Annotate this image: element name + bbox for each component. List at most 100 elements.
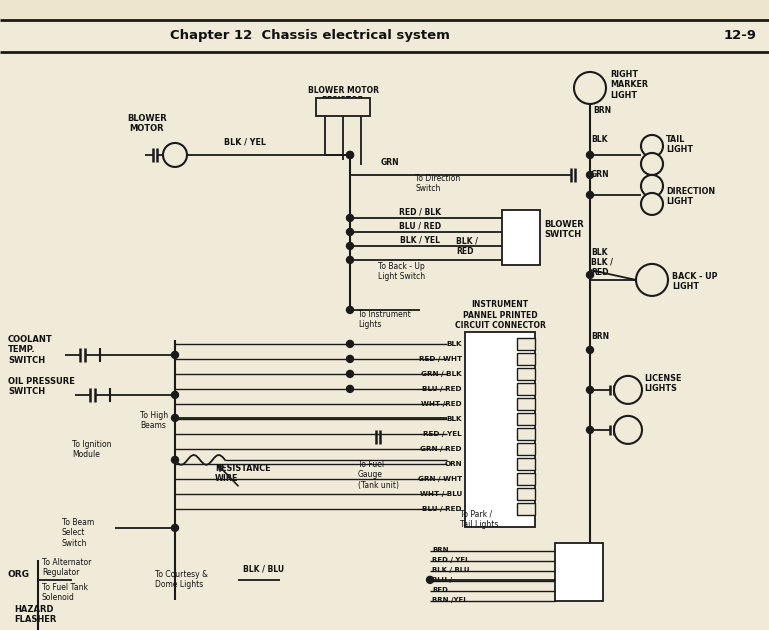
Text: BLOWER
MOTOR: BLOWER MOTOR: [127, 113, 167, 133]
Circle shape: [587, 346, 594, 353]
Bar: [517, 473, 535, 485]
Text: To Fuel
Gauge
(Tank unit): To Fuel Gauge (Tank unit): [358, 460, 399, 490]
Circle shape: [171, 391, 178, 398]
Text: GRN: GRN: [591, 170, 610, 179]
Text: BLOWER
SWITCH: BLOWER SWITCH: [544, 220, 584, 239]
Circle shape: [347, 306, 354, 314]
Text: INSTRUMENT
PANNEL PRINTED
CIRCUIT CONNECTOR: INSTRUMENT PANNEL PRINTED CIRCUIT CONNEC…: [454, 300, 545, 330]
Text: BLOWER MOTOR
RESISTOR: BLOWER MOTOR RESISTOR: [308, 86, 378, 105]
Bar: [517, 338, 535, 350]
Circle shape: [636, 264, 668, 296]
Text: GRN / RED: GRN / RED: [421, 446, 462, 452]
Bar: [502, 210, 540, 265]
Circle shape: [614, 416, 642, 444]
Text: To Alternator
Regulator: To Alternator Regulator: [42, 558, 92, 577]
Text: BRN /YEL: BRN /YEL: [432, 597, 468, 603]
Text: To Beam
Select
Switch: To Beam Select Switch: [62, 518, 95, 547]
Text: LICENSE
LIGHTS: LICENSE LIGHTS: [644, 374, 681, 393]
Circle shape: [171, 415, 178, 421]
Text: BRN: BRN: [591, 332, 609, 341]
Text: M: M: [338, 103, 348, 112]
Text: GRN / BLK: GRN / BLK: [421, 371, 462, 377]
Circle shape: [641, 175, 663, 197]
Text: BLK /
RED: BLK / RED: [456, 236, 478, 256]
Text: BLK: BLK: [447, 416, 462, 422]
Bar: [517, 413, 535, 425]
Circle shape: [587, 272, 594, 278]
Text: BLK / BLU: BLK / BLU: [243, 565, 284, 574]
Circle shape: [347, 370, 354, 377]
Text: BRN: BRN: [593, 106, 611, 115]
Text: BLU / RED: BLU / RED: [422, 386, 462, 392]
Text: To Direction
Switch: To Direction Switch: [415, 174, 461, 193]
Text: To Park /
Tail Lights: To Park / Tail Lights: [460, 510, 498, 529]
Circle shape: [641, 193, 663, 215]
Text: DIRECTION
LIGHT: DIRECTION LIGHT: [666, 187, 715, 207]
Text: RED / BLK: RED / BLK: [399, 208, 441, 217]
Circle shape: [163, 143, 187, 167]
Text: BLU / RED: BLU / RED: [422, 506, 462, 512]
Text: 3: 3: [648, 273, 656, 287]
Circle shape: [587, 386, 594, 393]
Text: BLK / YEL: BLK / YEL: [224, 138, 266, 147]
Bar: [0, 0, 769, 20]
Circle shape: [347, 151, 354, 159]
Text: RED / WHT: RED / WHT: [419, 356, 462, 362]
Text: HAZARD
FLASHER: HAZARD FLASHER: [14, 605, 56, 624]
Circle shape: [641, 153, 663, 175]
Bar: [517, 398, 535, 410]
Text: GRN: GRN: [381, 158, 399, 167]
Bar: [555, 543, 603, 601]
Text: H: H: [321, 103, 329, 112]
Text: M: M: [170, 150, 180, 160]
Text: BACK - UP
LIGHT: BACK - UP LIGHT: [672, 272, 717, 291]
Circle shape: [587, 151, 594, 159]
Text: LIGHT
SWITCH: LIGHT SWITCH: [559, 556, 599, 576]
Circle shape: [347, 340, 354, 347]
Circle shape: [587, 171, 594, 178]
Text: ORN: ORN: [444, 461, 462, 467]
Text: RESISTANCE
WIRE: RESISTANCE WIRE: [215, 464, 271, 483]
Bar: [517, 353, 535, 365]
Text: RED / YEL: RED / YEL: [424, 431, 462, 437]
Text: BRN: BRN: [432, 547, 448, 553]
Bar: [517, 458, 535, 470]
Text: BLK: BLK: [447, 341, 462, 347]
Circle shape: [641, 135, 663, 157]
Text: BLU / RED: BLU / RED: [399, 222, 441, 231]
Circle shape: [171, 524, 178, 531]
Text: TAIL
LIGHT: TAIL LIGHT: [666, 135, 693, 154]
Circle shape: [347, 243, 354, 249]
Circle shape: [347, 151, 354, 159]
Circle shape: [347, 386, 354, 392]
Circle shape: [347, 229, 354, 236]
Text: ORG: ORG: [8, 570, 30, 579]
Text: To Back - Up
Light Switch: To Back - Up Light Switch: [378, 262, 425, 282]
Bar: [465, 332, 535, 527]
Bar: [517, 383, 535, 395]
Bar: [517, 503, 535, 515]
Text: RED / YEL: RED / YEL: [432, 557, 470, 563]
Text: COOLANT
TEMP.
SWITCH: COOLANT TEMP. SWITCH: [8, 335, 53, 365]
Bar: [517, 443, 535, 455]
Text: WHT /RED: WHT /RED: [421, 401, 462, 407]
Text: BLU /: BLU /: [432, 577, 452, 583]
Bar: [517, 368, 535, 380]
Text: To Fuel Tank
Solenoid: To Fuel Tank Solenoid: [42, 583, 88, 602]
Circle shape: [347, 256, 354, 263]
Text: BLK: BLK: [591, 248, 608, 257]
Text: BLK / YEL: BLK / YEL: [400, 236, 440, 245]
Circle shape: [171, 352, 178, 358]
Text: WHT / BLU: WHT / BLU: [420, 491, 462, 497]
Circle shape: [587, 192, 594, 198]
Text: L: L: [358, 103, 364, 112]
Text: To Courtesy &
Dome Lights: To Courtesy & Dome Lights: [155, 570, 208, 589]
Text: Chapter 12  Chassis electrical system: Chapter 12 Chassis electrical system: [170, 30, 450, 42]
Text: To Ignition
Module: To Ignition Module: [72, 440, 112, 459]
Text: 12-9: 12-9: [724, 30, 757, 42]
Text: GRN / WHT: GRN / WHT: [418, 476, 462, 482]
Text: To High
Beams: To High Beams: [140, 411, 168, 430]
Circle shape: [347, 214, 354, 222]
Bar: [316, 98, 370, 116]
Text: BLK: BLK: [591, 135, 608, 144]
